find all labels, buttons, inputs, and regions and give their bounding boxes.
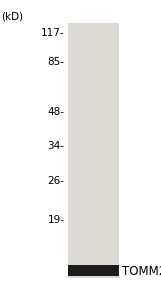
- Text: 85-: 85-: [47, 57, 64, 67]
- Text: 26-: 26-: [47, 176, 64, 186]
- Text: 48-: 48-: [47, 107, 64, 117]
- Text: TOMM20: TOMM20: [122, 265, 161, 278]
- Text: (kD): (kD): [2, 12, 24, 21]
- Text: 34-: 34-: [47, 142, 64, 151]
- Text: 117-: 117-: [41, 28, 64, 38]
- Text: 19-: 19-: [47, 215, 64, 225]
- Bar: [68, 265, 119, 276]
- Bar: [68, 23, 119, 278]
